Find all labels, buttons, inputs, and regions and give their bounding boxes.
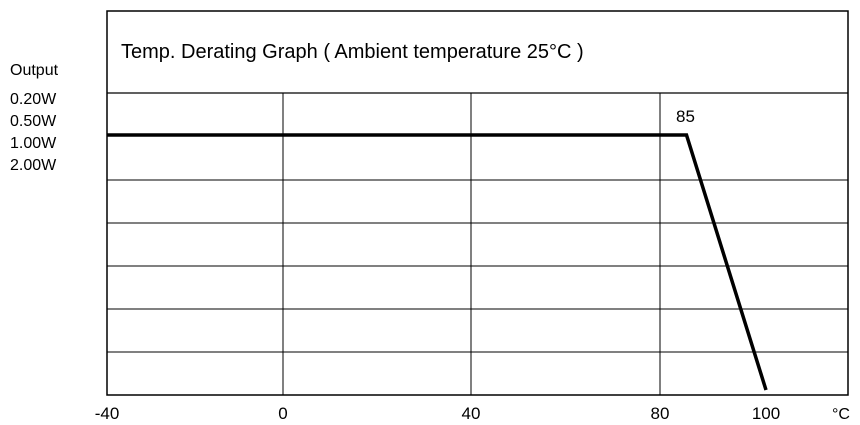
y-tick-label-3: 2.00W <box>10 157 57 174</box>
x-tick-label-2: 40 <box>462 404 481 423</box>
x-tick-label-1: 0 <box>278 404 287 423</box>
x-axis-unit: °C <box>832 406 850 423</box>
x-tick-label-3: 80 <box>651 404 670 423</box>
y-tick-label-0: 0.20W <box>10 91 57 108</box>
chart-title: Temp. Derating Graph ( Ambient temperatu… <box>121 41 584 63</box>
x-tick-label-0: -40 <box>95 404 120 423</box>
y-tick-label-2: 1.00W <box>10 135 57 152</box>
y-tick-labels: 0.20W 0.50W 1.00W 2.00W <box>10 91 57 174</box>
x-tick-label-4: 100 <box>752 404 780 423</box>
x-tick-labels: -40 0 40 80 100 <box>95 404 780 423</box>
plot-frame <box>106 10 849 396</box>
grid-lines <box>107 93 848 395</box>
y-axis-label: Output <box>10 62 59 79</box>
annotation-85: 85 <box>676 107 695 126</box>
y-tick-label-1: 0.50W <box>10 113 57 130</box>
derating-curve <box>107 133 768 391</box>
